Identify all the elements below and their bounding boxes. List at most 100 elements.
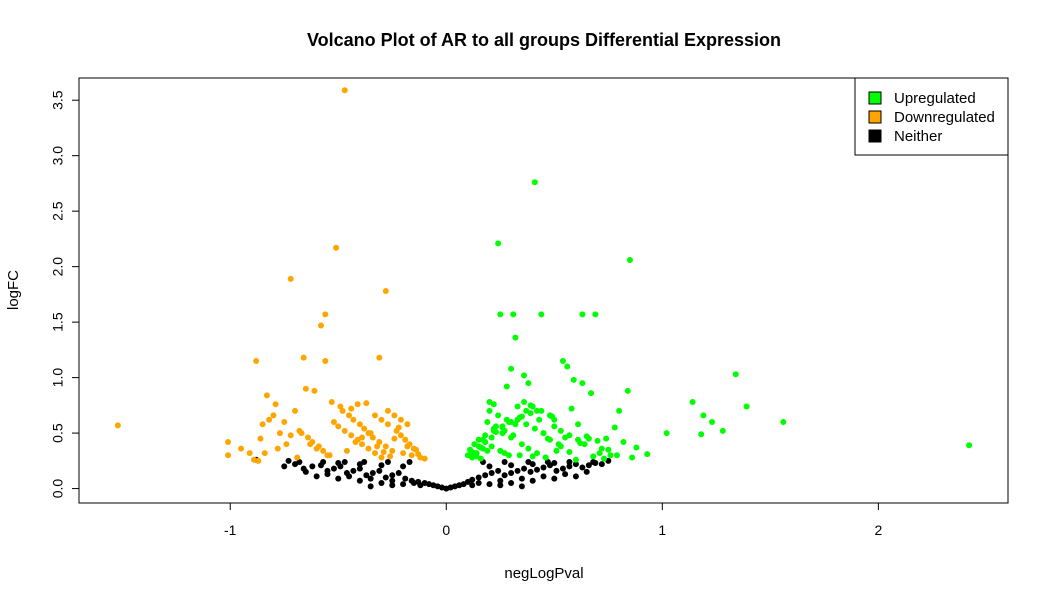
point-neither	[518, 475, 525, 482]
point-neither	[572, 461, 579, 468]
point-downregulated	[328, 399, 335, 406]
series-neither	[253, 456, 612, 492]
x-tick-label: 1	[658, 522, 666, 538]
point-downregulated	[315, 443, 322, 450]
point-downregulated	[397, 416, 404, 423]
point-upregulated	[564, 363, 571, 370]
point-downregulated	[309, 438, 316, 445]
point-neither	[384, 458, 391, 465]
point-upregulated	[482, 432, 489, 439]
point-downregulated	[397, 432, 404, 439]
point-downregulated	[393, 427, 400, 434]
point-upregulated	[553, 447, 560, 454]
point-upregulated	[624, 387, 631, 394]
point-downregulated	[378, 454, 385, 461]
point-neither	[281, 463, 288, 470]
point-upregulated	[536, 416, 543, 423]
point-upregulated	[780, 418, 787, 425]
point-neither	[486, 481, 493, 488]
point-upregulated	[529, 453, 536, 460]
point-neither	[296, 458, 303, 465]
point-upregulated	[490, 427, 497, 434]
point-upregulated	[557, 427, 564, 434]
legend: Upregulated Downregulated Neither	[854, 77, 1009, 156]
point-neither	[495, 467, 502, 474]
point-downregulated	[333, 244, 340, 251]
point-neither	[544, 458, 551, 465]
point-downregulated	[287, 275, 294, 282]
point-downregulated	[348, 432, 355, 439]
point-downregulated	[274, 445, 281, 452]
point-upregulated	[529, 403, 536, 410]
point-downregulated	[272, 401, 279, 408]
point-neither	[320, 458, 327, 465]
point-downregulated	[371, 450, 378, 457]
point-upregulated	[525, 380, 532, 387]
point-upregulated	[592, 311, 599, 318]
point-upregulated	[551, 423, 558, 430]
point-upregulated	[495, 240, 502, 247]
point-neither	[559, 465, 566, 472]
point-upregulated	[542, 454, 549, 461]
point-neither	[518, 483, 525, 490]
point-neither	[469, 476, 476, 483]
point-neither	[367, 483, 374, 490]
point-neither	[525, 458, 532, 465]
point-upregulated	[613, 452, 620, 459]
point-downregulated	[283, 441, 290, 448]
point-upregulated	[616, 407, 623, 414]
series-upregulated	[464, 179, 973, 463]
point-downregulated	[400, 450, 407, 457]
point-neither	[579, 464, 586, 471]
point-downregulated	[380, 448, 387, 455]
point-upregulated	[709, 418, 716, 425]
point-neither	[527, 468, 534, 475]
point-upregulated	[644, 451, 651, 458]
point-upregulated	[497, 311, 504, 318]
point-upregulated	[488, 434, 495, 441]
point-neither	[540, 473, 547, 480]
point-upregulated	[499, 423, 506, 430]
point-upregulated	[689, 399, 696, 406]
point-upregulated	[575, 421, 582, 428]
y-tick-label: 2.5	[50, 201, 66, 221]
y-tick-label: 1.5	[50, 312, 66, 332]
point-downregulated	[250, 456, 257, 463]
point-downregulated	[406, 441, 413, 448]
point-upregulated	[579, 311, 586, 318]
point-neither	[551, 475, 558, 482]
point-downregulated	[410, 445, 417, 452]
point-neither	[475, 480, 482, 487]
point-downregulated	[246, 450, 253, 457]
point-neither	[417, 482, 424, 489]
point-downregulated	[343, 447, 350, 454]
point-neither	[553, 467, 560, 474]
point-upregulated	[603, 435, 610, 442]
point-neither	[356, 465, 363, 472]
point-upregulated	[540, 430, 547, 437]
point-upregulated	[531, 425, 538, 432]
point-downregulated	[253, 357, 260, 364]
point-upregulated	[568, 405, 575, 412]
point-upregulated	[518, 441, 525, 448]
point-upregulated	[531, 179, 538, 186]
point-downregulated	[276, 430, 283, 437]
point-upregulated	[566, 448, 573, 455]
point-neither	[367, 475, 374, 482]
point-neither	[534, 466, 541, 473]
point-upregulated	[534, 407, 541, 414]
point-neither	[400, 463, 407, 470]
point-downregulated	[378, 416, 385, 423]
point-downregulated	[292, 407, 299, 414]
legend-label: Upregulated	[894, 90, 976, 107]
point-downregulated	[369, 434, 376, 441]
point-neither	[572, 473, 579, 480]
point-neither	[350, 467, 357, 474]
data-points	[114, 87, 973, 492]
point-upregulated	[566, 432, 573, 439]
legend-label: Downregulated	[894, 109, 995, 126]
series-downregulated	[114, 87, 428, 464]
point-upregulated	[555, 441, 562, 448]
y-axis: 0.0 0.5 1.0 1.5 2.0 2.5 3.0 3.5	[50, 90, 80, 498]
